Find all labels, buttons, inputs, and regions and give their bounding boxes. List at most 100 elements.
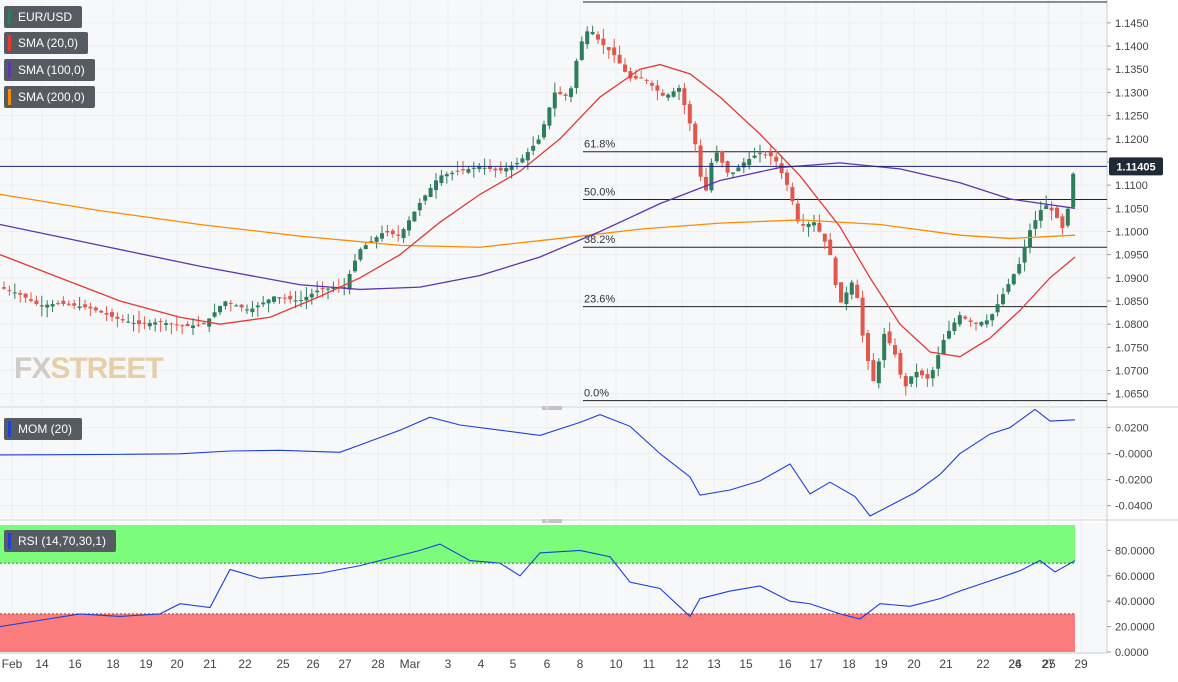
candle-up: [131, 322, 136, 324]
price-y-tick-label: 1.1050: [1115, 203, 1149, 215]
candle-down: [817, 222, 822, 232]
rsi-overbought-zone: [0, 525, 1075, 564]
x-tick-label: 16: [778, 657, 792, 671]
candle-up: [849, 282, 854, 295]
candle-down: [461, 169, 465, 171]
candle-down: [56, 303, 60, 305]
candle-up: [50, 304, 55, 307]
candle-up: [272, 296, 276, 302]
candle-up: [515, 163, 519, 165]
x-tick-label: 29: [1074, 657, 1088, 671]
price-y-tick-label: 1.0700: [1115, 366, 1149, 378]
fxstreet-watermark-logo: FXSTREET: [14, 352, 164, 386]
momentum-line: [0, 408, 1076, 517]
candle-down: [390, 230, 395, 235]
price-y-tick-label: 1.1250: [1115, 111, 1149, 123]
candle-up: [417, 202, 422, 211]
candle-down: [839, 282, 843, 303]
candle-up: [255, 305, 260, 308]
legend-mom[interactable]: MOM (20): [4, 418, 82, 440]
candle-up: [579, 41, 584, 60]
x-tick-label: 19: [139, 657, 153, 671]
candle-down: [169, 323, 174, 325]
candle-down: [174, 324, 179, 326]
candle-down: [725, 161, 730, 173]
candle-up: [542, 124, 546, 138]
legend-label-sma200: SMA (200,0): [18, 90, 85, 104]
candle-down: [34, 300, 39, 304]
legend-sma20[interactable]: SMA (20,0): [4, 32, 89, 54]
candle-down: [104, 313, 109, 315]
momentum-panel-bg: [0, 408, 1107, 518]
fib-label: 0.0%: [584, 388, 609, 400]
x-tick-label: 12: [675, 657, 689, 671]
candle-up: [666, 94, 671, 98]
candle-down: [596, 34, 600, 40]
mom-y-tick-label: -0.0000: [1115, 449, 1152, 461]
candle-down: [180, 325, 185, 327]
legend-rsi[interactable]: RSI (14,70,30,1): [4, 530, 117, 552]
candle-down: [860, 297, 865, 336]
candle-down: [196, 324, 201, 326]
legend-sma200[interactable]: SMA (200,0): [4, 86, 95, 108]
candle-down: [228, 302, 233, 304]
candle-down: [963, 316, 968, 319]
candle-down: [61, 300, 66, 304]
x-tick-label: 22: [976, 657, 990, 671]
x-tick-label: 28: [371, 657, 385, 671]
fib-label: 38.2%: [584, 234, 615, 246]
legend-eurusd[interactable]: EUR/USD: [4, 6, 83, 28]
legend-label-sma20: SMA (20,0): [18, 36, 79, 50]
candle-down: [785, 172, 789, 185]
candle-down: [925, 374, 930, 379]
legend-label-mom: MOM (20): [18, 422, 72, 436]
candle-down: [115, 316, 120, 319]
candle-down: [93, 307, 98, 311]
candle-up: [995, 304, 1000, 313]
candle-up: [876, 361, 881, 384]
candle-down: [633, 75, 638, 79]
watermark-part2: STREET: [50, 352, 163, 385]
candle-down: [687, 104, 692, 124]
price-panel-bg: [0, 0, 1107, 406]
candle-down: [488, 166, 492, 170]
price-y-tick-label: 1.0800: [1115, 319, 1149, 331]
rsi-oversold-zone: [0, 613, 1075, 652]
candle-down: [887, 331, 892, 344]
candle-down: [7, 290, 12, 292]
x-tick-label: 19: [874, 657, 888, 671]
candle-up: [363, 245, 368, 250]
candle-down: [120, 319, 125, 321]
candle-down: [655, 85, 660, 91]
legend-sma100[interactable]: SMA (100,0): [4, 59, 95, 81]
candle-down: [833, 257, 838, 286]
candle-up: [936, 355, 941, 369]
candle-up: [590, 32, 595, 35]
candle-up: [309, 293, 314, 298]
candle-down: [2, 287, 6, 289]
candle-down: [644, 79, 649, 81]
candle-down: [768, 152, 773, 157]
candle-down: [617, 54, 622, 64]
x-tick-label: 11: [643, 657, 656, 671]
candle-up: [709, 162, 714, 191]
candle-up: [466, 169, 471, 173]
candle-down: [698, 145, 703, 177]
candle-up: [299, 300, 303, 302]
candle-up: [482, 167, 487, 169]
sma200-line: [0, 193, 1076, 248]
x-tick-label: 4: [478, 657, 485, 671]
rsi-y-tick-label: 60.0000: [1115, 571, 1155, 583]
x-tick-label: 24: [1008, 657, 1022, 671]
candle-down: [795, 203, 800, 222]
candle-up: [223, 301, 228, 307]
candle-up: [261, 302, 266, 305]
candle-down: [18, 292, 23, 295]
candle-down: [498, 167, 503, 171]
candle-down: [822, 233, 827, 242]
price-y-tick-label: 1.0650: [1115, 389, 1149, 401]
price-y-tick-label: 1.1200: [1115, 134, 1149, 146]
x-tick-label: 20: [170, 657, 184, 671]
candle-up: [234, 305, 239, 307]
candle-down: [563, 94, 568, 96]
